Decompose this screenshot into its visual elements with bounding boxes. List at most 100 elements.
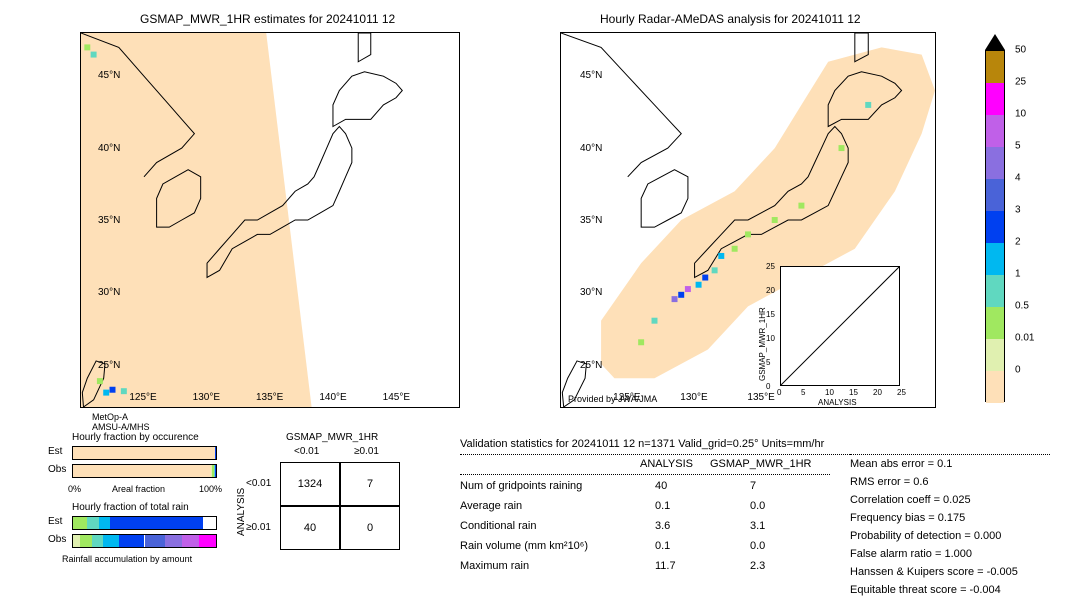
colorbar-seg: [986, 275, 1004, 307]
colorbar-label: 0.5: [1015, 301, 1029, 312]
colorbar-label: 25: [1015, 77, 1026, 88]
contingency-colhdr: ≥0.01: [354, 446, 379, 457]
bars2-bar: [72, 534, 217, 548]
bars2-seg: [165, 535, 182, 547]
bars2-seg: [110, 517, 203, 529]
bars1-bar: [72, 446, 217, 460]
stats-right: Equitable threat score = -0.004: [850, 584, 1001, 596]
colorbar-label: 10: [1015, 109, 1026, 120]
inset-xtick: 25: [897, 388, 906, 397]
bars1-bar: [72, 464, 217, 478]
bars2-seg: [103, 535, 119, 547]
bars2-seg: [80, 535, 91, 547]
colorbar-seg: [986, 307, 1004, 339]
colorbar-seg: [986, 51, 1004, 83]
colorbar-label: 5: [1015, 141, 1021, 152]
right-map-ytick: 40°N: [580, 143, 602, 154]
stats-left-a: 0.1: [655, 500, 670, 512]
contingency-cell: 0: [340, 506, 400, 550]
stats-right: False alarm ratio = 1.000: [850, 548, 972, 560]
bars2-axC: Rainfall accumulation by amount: [62, 554, 192, 564]
bars2-title: Hourly fraction of total rain: [72, 502, 189, 513]
right-map-title: Hourly Radar-AMeDAS analysis for 2024101…: [600, 12, 861, 26]
bars2-seg: [99, 517, 110, 529]
colorbar-label: 0: [1015, 365, 1021, 376]
inset-xtick: 5: [801, 388, 805, 397]
stats-right: Frequency bias = 0.175: [850, 512, 965, 524]
inset-scatter: [780, 266, 900, 386]
left-map-xtick: 135°E: [256, 392, 283, 403]
colorbar-label: 3: [1015, 205, 1021, 216]
contingency-cell: 40: [280, 506, 340, 550]
bars2-seg: [203, 517, 216, 529]
stats-title: Validation statistics for 20241011 12 n=…: [460, 438, 824, 450]
inset-ytick: 0: [766, 382, 770, 391]
stats-left-a: 40: [655, 480, 667, 492]
stats-left-a: 0.1: [655, 540, 670, 552]
contingency-rowhdr: ≥0.01: [246, 522, 271, 533]
bars2-seg: [199, 535, 216, 547]
stats-left-label: Num of gridpoints raining: [460, 480, 582, 492]
inset-xtick: 15: [849, 388, 858, 397]
left-map-ytick: 35°N: [98, 215, 120, 226]
stats-left-label: Conditional rain: [460, 520, 536, 532]
right-map-ytick: 25°N: [580, 360, 602, 371]
colorbar-label: 2: [1015, 237, 1021, 248]
bars2-seg: [119, 535, 145, 547]
inset-xlabel: ANALYSIS: [818, 398, 857, 407]
stats-right: Probability of detection = 0.000: [850, 530, 1001, 542]
inset-ytick: 10: [766, 334, 775, 343]
stats-left-g: 0.0: [750, 540, 765, 552]
contingency-rowhdr: <0.01: [246, 478, 271, 489]
left-map-title: GSMAP_MWR_1HR estimates for 20241011 12: [140, 12, 395, 26]
right-map-ytick: 45°N: [580, 70, 602, 81]
left-map-footer2: AMSU-A/MHS: [92, 422, 150, 432]
right-map-xtick: 130°E: [680, 392, 707, 403]
stats-left-g: 7: [750, 480, 756, 492]
bars1-seg: [215, 447, 216, 459]
stats-right: Correlation coeff = 0.025: [850, 494, 971, 506]
bars2-seg: [182, 535, 199, 547]
bars2-seg: [92, 535, 103, 547]
right-map-xtick: 125°E: [613, 392, 640, 403]
stats-colhdr: GSMAP_MWR_1HR: [710, 458, 811, 470]
colorbar-seg: [986, 243, 1004, 275]
inset-xtick: 0: [777, 388, 781, 397]
stats-left-label: Average rain: [460, 500, 522, 512]
bars2-seg: [87, 517, 98, 529]
bars2-seg: [73, 535, 80, 547]
inset-xtick: 20: [873, 388, 882, 397]
bars2-rowlabel: Est: [48, 516, 62, 527]
right-map-ytick: 30°N: [580, 287, 602, 298]
stats-left-g: 0.0: [750, 500, 765, 512]
bars1-title: Hourly fraction by occurence: [72, 432, 199, 443]
stats-left-a: 3.6: [655, 520, 670, 532]
bars1-axR: 100%: [199, 484, 222, 494]
stats-left-label: Maximum rain: [460, 560, 529, 572]
stats-divider: [460, 474, 830, 475]
left-map-xtick: 140°E: [319, 392, 346, 403]
stats-right: RMS error = 0.6: [850, 476, 929, 488]
colorbar-seg: [986, 211, 1004, 243]
left-map-ytick: 45°N: [98, 70, 120, 81]
contingency-title: GSMAP_MWR_1HR: [286, 432, 378, 443]
stats-right: Mean abs error = 0.1: [850, 458, 952, 470]
colorbar-seg: [986, 115, 1004, 147]
figure-root: GSMAP_MWR_1HR estimates for 20241011 12 …: [0, 0, 1080, 612]
stats-right: Hanssen & Kuipers score = -0.005: [850, 566, 1018, 578]
contingency-cell: 1324: [280, 462, 340, 506]
contingency-cell: 7: [340, 462, 400, 506]
bars2-seg: [73, 517, 87, 529]
inset-ytick: 25: [766, 262, 775, 271]
left-map-xtick: 125°E: [129, 392, 156, 403]
colorbar-arrow: [985, 34, 1005, 50]
left-map-ytick: 30°N: [98, 287, 120, 298]
stats-left-g: 2.3: [750, 560, 765, 572]
stats-colhdr: ANALYSIS: [640, 458, 693, 470]
bars2-seg: [145, 535, 165, 547]
left-map-xtick: 145°E: [383, 392, 410, 403]
inset-xtick: 10: [825, 388, 834, 397]
bars1-seg: [73, 447, 215, 459]
bars2-bar: [72, 516, 217, 530]
colorbar-seg: [986, 371, 1004, 403]
